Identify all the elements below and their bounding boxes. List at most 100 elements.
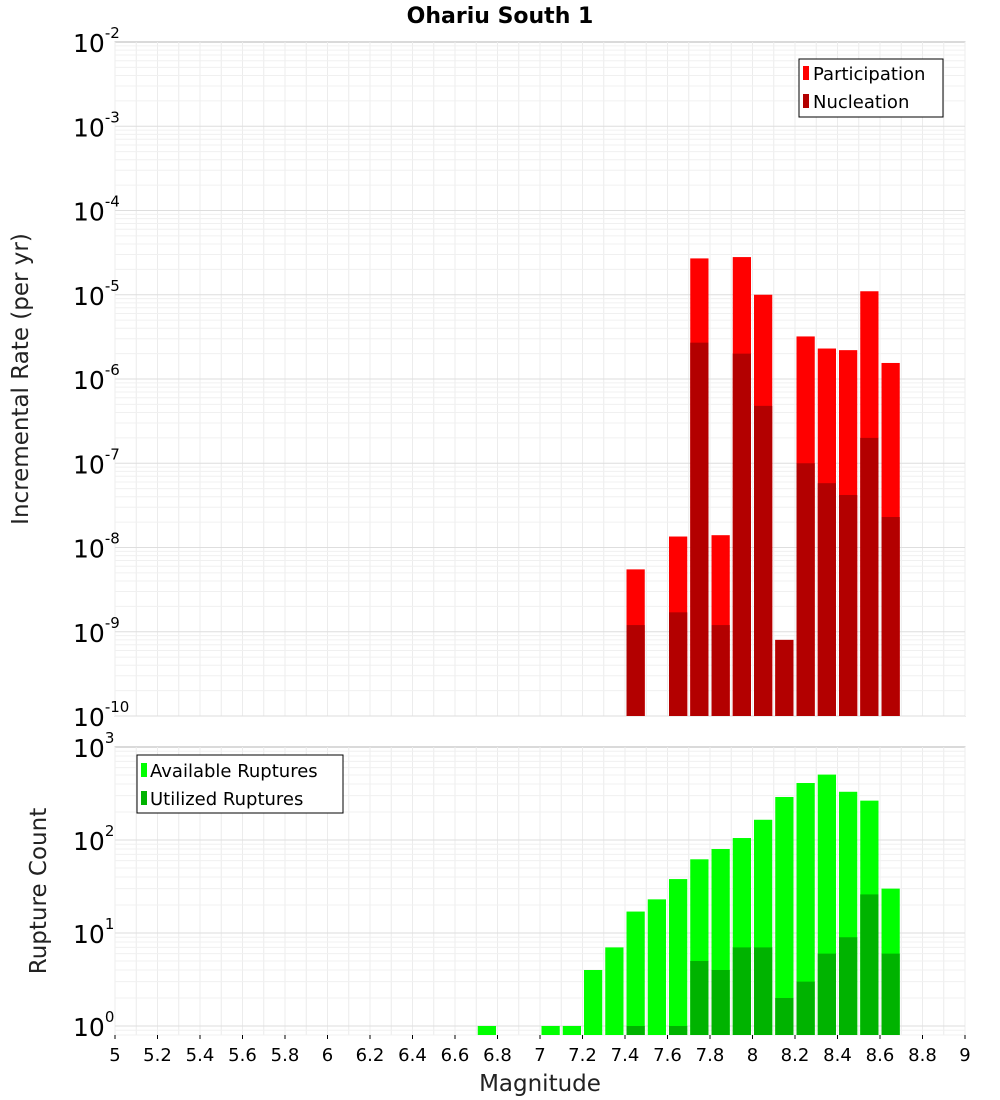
bottom-y-axis-label: Rupture Count (26, 808, 52, 974)
top-y-tick-exponent: -7 (105, 445, 120, 463)
x-tick-label: 8.6 (866, 1045, 895, 1066)
top-y-tick-exponent: -5 (105, 277, 120, 295)
top-y-tick-label: 10-2 (73, 24, 120, 58)
x-tick-label: 9 (959, 1045, 970, 1066)
top-y-tick-exponent: -9 (105, 614, 120, 632)
x-tick-label: 6.4 (398, 1045, 427, 1066)
bottom-bar-series1 (605, 947, 624, 1035)
top-y-tick-label: 10-10 (73, 698, 129, 732)
top-y-tick-label: 10-6 (73, 361, 120, 395)
legend-label-participation: Participation (813, 64, 925, 85)
bottom-bar-series2 (711, 969, 730, 1035)
top-y-tick-exponent: -10 (105, 698, 130, 716)
bottom-bar-series2 (669, 1025, 688, 1035)
top-y-tick-label: 10-4 (73, 193, 120, 227)
top-bar-series2 (754, 405, 773, 716)
bottom-y-tick-label: 102 (73, 822, 114, 856)
top-y-tick-label: 10-8 (73, 530, 120, 564)
top-y-axis-label: Incremental Rate (per yr) (8, 233, 34, 525)
x-axis-ticks: 5 5.2 5.4 5.6 5.8 6 6.2 6.4 6.6 6.8 7 7.2 7.4 7.6 7.8 8… (109, 1035, 971, 1066)
x-tick-label: 8.8 (908, 1045, 937, 1066)
top-bar-series2 (711, 625, 730, 716)
top-y-tick-exponent: -4 (105, 193, 120, 211)
bottom-y-tick-label: 103 (73, 729, 114, 763)
x-tick-label: 8.4 (823, 1045, 852, 1066)
bottom-bar-series2 (626, 1025, 645, 1035)
x-tick-label: 7 (534, 1045, 545, 1066)
top-bar-series2 (817, 483, 836, 716)
top-y-tick-exponent: -2 (105, 24, 120, 42)
bottom-y-tick-exponent: 0 (105, 1008, 115, 1026)
bottom-bar-series1 (626, 911, 645, 1035)
top-bars (626, 257, 900, 716)
chart-title: Ohariu South 1 (407, 4, 594, 29)
x-tick-label: 8 (747, 1045, 758, 1066)
top-legend-box (798, 58, 944, 118)
top-y-tick-exponent: -8 (105, 530, 120, 548)
bottom-bar-series1 (541, 1025, 560, 1035)
bottom-legend-box (136, 754, 344, 814)
x-tick-label: 7.8 (696, 1045, 725, 1066)
legend-label-nucleation: Nucleation (813, 92, 909, 113)
bottom-bar-series2 (775, 997, 794, 1035)
legend-swatch-utilized (141, 791, 147, 805)
x-tick-label: 6.8 (483, 1045, 512, 1066)
bottom-y-tick-label: 100 (73, 1008, 114, 1042)
bottom-bar-series2 (881, 953, 900, 1035)
top-y-tick-exponent: -6 (105, 361, 120, 379)
legend-swatch-available (141, 763, 147, 777)
bottom-y-tick-exponent: 2 (105, 822, 115, 840)
x-tick-label: 5 (109, 1045, 120, 1066)
top-y-tick-label: 10-9 (73, 614, 120, 648)
top-y-tick-label: 10-7 (73, 445, 120, 479)
top-plot-panel: 10-10 10-9 10-8 10-7 10-6 10-5 10-4 10-3 10-2 In… (8, 24, 966, 732)
top-bar-series2 (732, 353, 751, 716)
bottom-bar-series2 (732, 947, 751, 1035)
bottom-bars (477, 774, 900, 1035)
x-tick-label: 6.2 (356, 1045, 385, 1066)
top-bar-series2 (775, 639, 794, 716)
bottom-bar-series2 (796, 981, 815, 1035)
top-bar-series2 (860, 437, 879, 716)
x-tick-label: 7.2 (568, 1045, 597, 1066)
top-bar-series2 (690, 342, 709, 716)
x-tick-label: 6.6 (441, 1045, 470, 1066)
bottom-legend: Available Ruptures Utilized Ruptures (136, 754, 344, 814)
bottom-bar-series1 (562, 1025, 581, 1035)
top-y-tick-label: 10-5 (73, 277, 120, 311)
x-tick-label: 6 (322, 1045, 333, 1066)
top-bar-series2 (669, 612, 688, 716)
bottom-bar-series2 (754, 947, 773, 1035)
x-tick-label: 8.2 (781, 1045, 810, 1066)
bottom-bar-series2 (839, 937, 858, 1035)
legend-label-available: Available Ruptures (150, 761, 318, 782)
bottom-bar-series1 (796, 783, 815, 1035)
x-tick-label: 7.4 (611, 1045, 640, 1066)
top-bar-series2 (796, 463, 815, 716)
top-legend: Participation Nucleation (798, 58, 944, 118)
bottom-bar-series1 (584, 969, 603, 1035)
legend-swatch-nucleation (803, 94, 809, 108)
legend-label-utilized: Utilized Ruptures (150, 789, 303, 810)
x-tick-label: 5.6 (228, 1045, 257, 1066)
bottom-bar-series1 (647, 899, 666, 1035)
x-tick-label: 5.8 (271, 1045, 300, 1066)
x-axis-label: Magnitude (479, 1071, 601, 1097)
x-tick-label: 5.4 (186, 1045, 215, 1066)
top-bar-series2 (626, 625, 645, 716)
top-y-tick-exponent: -3 (105, 108, 120, 126)
top-bar-series2 (839, 494, 858, 716)
bottom-bar-series1 (775, 796, 794, 1035)
bottom-y-tick-exponent: 3 (105, 729, 115, 747)
x-tick-label: 7.6 (653, 1045, 682, 1066)
legend-swatch-participation (803, 66, 809, 80)
bottom-bar-series2 (690, 960, 709, 1035)
x-tick-label: 5.2 (143, 1045, 172, 1066)
bottom-bar-series1 (669, 879, 688, 1035)
top-y-tick-label: 10-3 (73, 108, 120, 142)
bottom-y-tick-exponent: 1 (105, 915, 115, 933)
bottom-bar-series2 (817, 953, 836, 1035)
